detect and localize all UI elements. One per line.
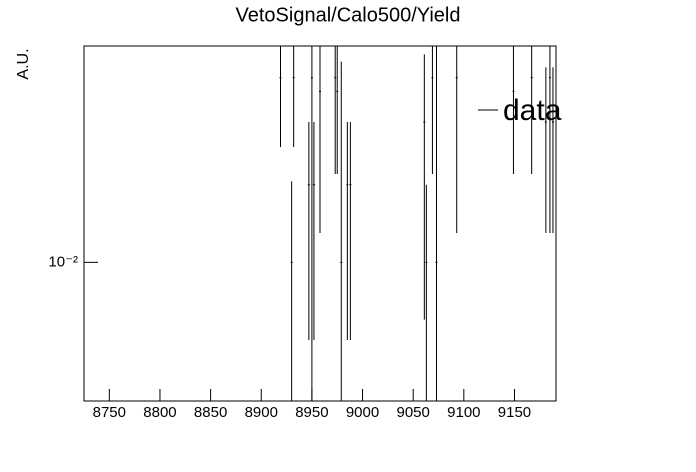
x-tick-label: 8800 bbox=[143, 404, 176, 421]
x-tick-label: 8900 bbox=[245, 404, 278, 421]
x-tick-label: 9150 bbox=[498, 404, 531, 421]
legend-label: data bbox=[503, 94, 562, 127]
x-tick-label: 8850 bbox=[194, 404, 227, 421]
x-tick-label: 8750 bbox=[93, 404, 126, 421]
y-tick-label: 10⁻² bbox=[48, 253, 78, 270]
chart-title: VetoSignal/Calo500/Yield bbox=[236, 4, 461, 26]
x-tick-label: 8950 bbox=[295, 404, 328, 421]
x-tick-label: 9000 bbox=[346, 404, 379, 421]
x-tick-label: 9050 bbox=[396, 404, 429, 421]
plot-area bbox=[279, 46, 554, 401]
y-axis-label: A.U. bbox=[15, 48, 32, 79]
x-tick-label: 9100 bbox=[447, 404, 480, 421]
